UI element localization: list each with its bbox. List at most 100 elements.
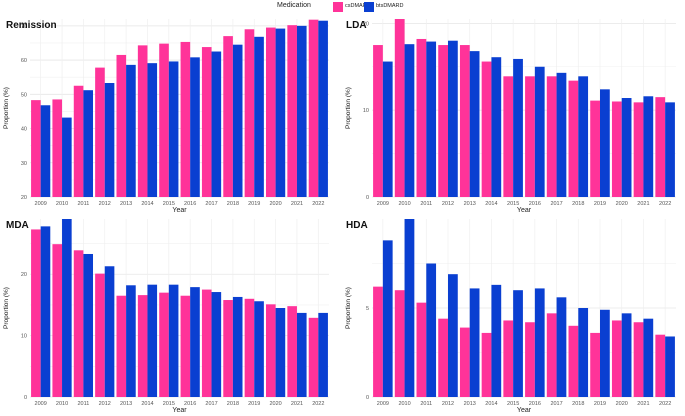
hda-bar-btsdmard-2018	[578, 308, 589, 397]
remission-x-tick-label: 2018	[227, 201, 239, 207]
mda-y-tick-label: 0	[24, 395, 27, 401]
lda-bar-csdmard-2018	[568, 80, 579, 197]
lda-bar-btsdmard-2019	[600, 89, 610, 197]
hda-bar-csdmard-2014	[481, 332, 492, 397]
hda-bar-btsdmard-2013	[469, 288, 480, 397]
lda-bar-btsdmard-2013	[469, 51, 480, 197]
remission-x-tick-label: 2019	[248, 201, 260, 207]
lda-x-tick-label: 2019	[594, 201, 606, 207]
hda-bar-csdmard-2015	[503, 320, 514, 397]
mda-bar-csdmard-2015	[159, 292, 169, 397]
hda-x-tick-label: 2020	[616, 401, 628, 407]
mda-bar-btsdmard-2016	[190, 287, 200, 397]
mda-bar-csdmard-2018	[223, 300, 233, 397]
hda-bar-btsdmard-2019	[600, 309, 610, 397]
hda-bar-btsdmard-2021	[643, 318, 654, 397]
lda-x-tick-label: 2021	[637, 201, 649, 207]
hda-bar-csdmard-2010	[394, 290, 405, 397]
mda-y-tick-label: 20	[21, 272, 27, 278]
mda-x-axis-title: Year	[172, 407, 187, 414]
remission-bar-btsdmard-2010	[62, 117, 72, 197]
lda-x-tick-label: 2016	[529, 201, 541, 207]
hda-bar-csdmard-2021	[633, 322, 644, 397]
remission-y-tick-label: 60	[21, 58, 27, 64]
hda-bar-csdmard-2020	[611, 320, 622, 397]
mda-x-tick-label: 2009	[35, 401, 47, 407]
lda-y-tick-label: 10	[363, 108, 369, 114]
lda-bar-btsdmard-2010	[404, 44, 415, 198]
remission-bar-csdmard-2019	[244, 29, 255, 198]
remission-bar-btsdmard-2012	[104, 83, 115, 197]
remission-bar-csdmard-2011	[73, 85, 84, 197]
remission-y-tick-label: 20	[21, 195, 27, 201]
hda-x-axis-title: Year	[517, 407, 532, 414]
remission-x-tick-label: 2022	[312, 201, 324, 207]
remission-x-tick-label: 2011	[77, 201, 89, 207]
hda-y-tick-label: 5	[366, 306, 369, 312]
mda-bar-btsdmard-2020	[275, 308, 286, 397]
remission-x-tick-label: 2020	[269, 201, 281, 207]
lda-x-tick-label: 2015	[507, 201, 519, 207]
hda-bar-btsdmard-2011	[426, 263, 437, 397]
mda-panel-title: MDA	[6, 220, 29, 231]
mda-bar-btsdmard-2021	[296, 312, 307, 397]
remission-bar-csdmard-2014	[137, 45, 148, 197]
hda-bar-btsdmard-2020	[621, 313, 632, 397]
hda-x-tick-label: 2011	[420, 401, 432, 407]
remission-bar-csdmard-2010	[52, 99, 63, 197]
lda-bar-csdmard-2017	[546, 76, 557, 197]
remission-bar-btsdmard-2009	[40, 105, 51, 197]
remission-x-tick-label: 2021	[291, 201, 303, 207]
mda-bar-btsdmard-2015	[168, 284, 179, 397]
legend: Medication csDMARD btsDMARD	[0, 0, 685, 16]
mda-x-tick-label: 2013	[120, 401, 132, 407]
hda-bar-csdmard-2009	[373, 286, 383, 397]
remission-bar-csdmard-2009	[31, 100, 41, 197]
lda-bar-csdmard-2012	[438, 45, 448, 197]
mda-x-tick-label: 2012	[99, 401, 111, 407]
hda-bar-btsdmard-2012	[448, 274, 458, 397]
remission-bar-btsdmard-2018	[232, 44, 243, 197]
hda-x-tick-label: 2013	[464, 401, 476, 407]
hda-y-axis-title: Proportion (%)	[345, 287, 352, 329]
mda-x-tick-label: 2010	[56, 401, 68, 407]
lda-bar-btsdmard-2015	[513, 58, 523, 197]
lda-x-tick-label: 2013	[464, 201, 476, 207]
hda-x-tick-label: 2012	[442, 401, 454, 407]
remission-x-tick-label: 2012	[99, 201, 111, 207]
lda-bar-btsdmard-2022	[665, 102, 675, 197]
remission-bar-csdmard-2018	[223, 36, 233, 197]
mda-x-tick-label: 2015	[163, 401, 175, 407]
mda-x-tick-label: 2016	[184, 401, 196, 407]
mda-bar-csdmard-2021	[287, 306, 297, 397]
hda-x-tick-label: 2022	[659, 401, 671, 407]
mda-x-tick-label: 2014	[141, 401, 153, 407]
hda-bar-btsdmard-2009	[382, 240, 393, 397]
remission-x-tick-label: 2010	[56, 201, 68, 207]
mda-bar-btsdmard-2012	[104, 266, 115, 397]
mda-bar-csdmard-2017	[201, 289, 212, 397]
mda-bar-csdmard-2013	[116, 295, 127, 397]
lda-bar-btsdmard-2012	[448, 40, 458, 197]
remission-x-tick-label: 2014	[141, 201, 153, 207]
lda-y-axis-title: Proportion (%)	[345, 87, 352, 129]
lda-bar-csdmard-2011	[416, 38, 427, 197]
hda-x-tick-label: 2019	[594, 401, 606, 407]
lda-x-tick-label: 2012	[442, 201, 454, 207]
mda-bar-csdmard-2019	[244, 298, 255, 397]
remission-bar-btsdmard-2016	[190, 57, 200, 197]
legend-label-btsdmard: btsDMARD	[376, 3, 404, 9]
remission-bar-btsdmard-2015	[168, 61, 179, 198]
lda-x-tick-label: 2020	[616, 201, 628, 207]
mda-bar-btsdmard-2018	[232, 296, 243, 397]
remission-bar-btsdmard-2019	[254, 36, 264, 197]
lda-x-tick-label: 2009	[377, 201, 389, 207]
mda-bar-csdmard-2016	[180, 295, 191, 397]
remission-y-tick-label: 70	[21, 24, 27, 30]
lda-bar-csdmard-2021	[633, 102, 644, 197]
remission-bar-csdmard-2021	[287, 25, 297, 197]
hda-bar-btsdmard-2017	[556, 297, 567, 397]
mda-x-tick-label: 2022	[312, 401, 324, 407]
mda-bar-csdmard-2009	[31, 229, 41, 397]
hda-bar-csdmard-2013	[459, 327, 470, 397]
